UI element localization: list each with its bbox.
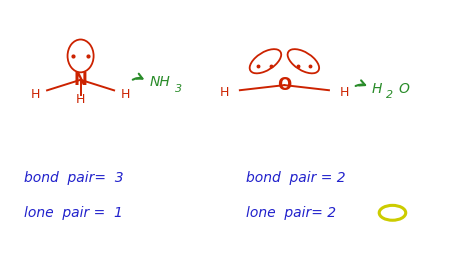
Text: H: H — [340, 85, 349, 98]
Text: 2: 2 — [386, 90, 393, 100]
Text: lone  pair= 2: lone pair= 2 — [246, 206, 337, 220]
Text: NH: NH — [149, 76, 170, 89]
Text: bond  pair = 2: bond pair = 2 — [246, 171, 346, 185]
Text: H: H — [372, 82, 383, 95]
Text: O: O — [398, 82, 409, 95]
Text: H: H — [121, 88, 130, 101]
Text: 3: 3 — [175, 84, 182, 94]
Text: O: O — [277, 76, 292, 94]
Text: bond  pair=  3: bond pair= 3 — [24, 171, 123, 185]
Text: H: H — [31, 88, 40, 101]
Text: H: H — [76, 93, 85, 106]
Text: lone  pair =  1: lone pair = 1 — [24, 206, 123, 220]
Text: H: H — [219, 85, 229, 98]
Text: N: N — [73, 71, 88, 89]
